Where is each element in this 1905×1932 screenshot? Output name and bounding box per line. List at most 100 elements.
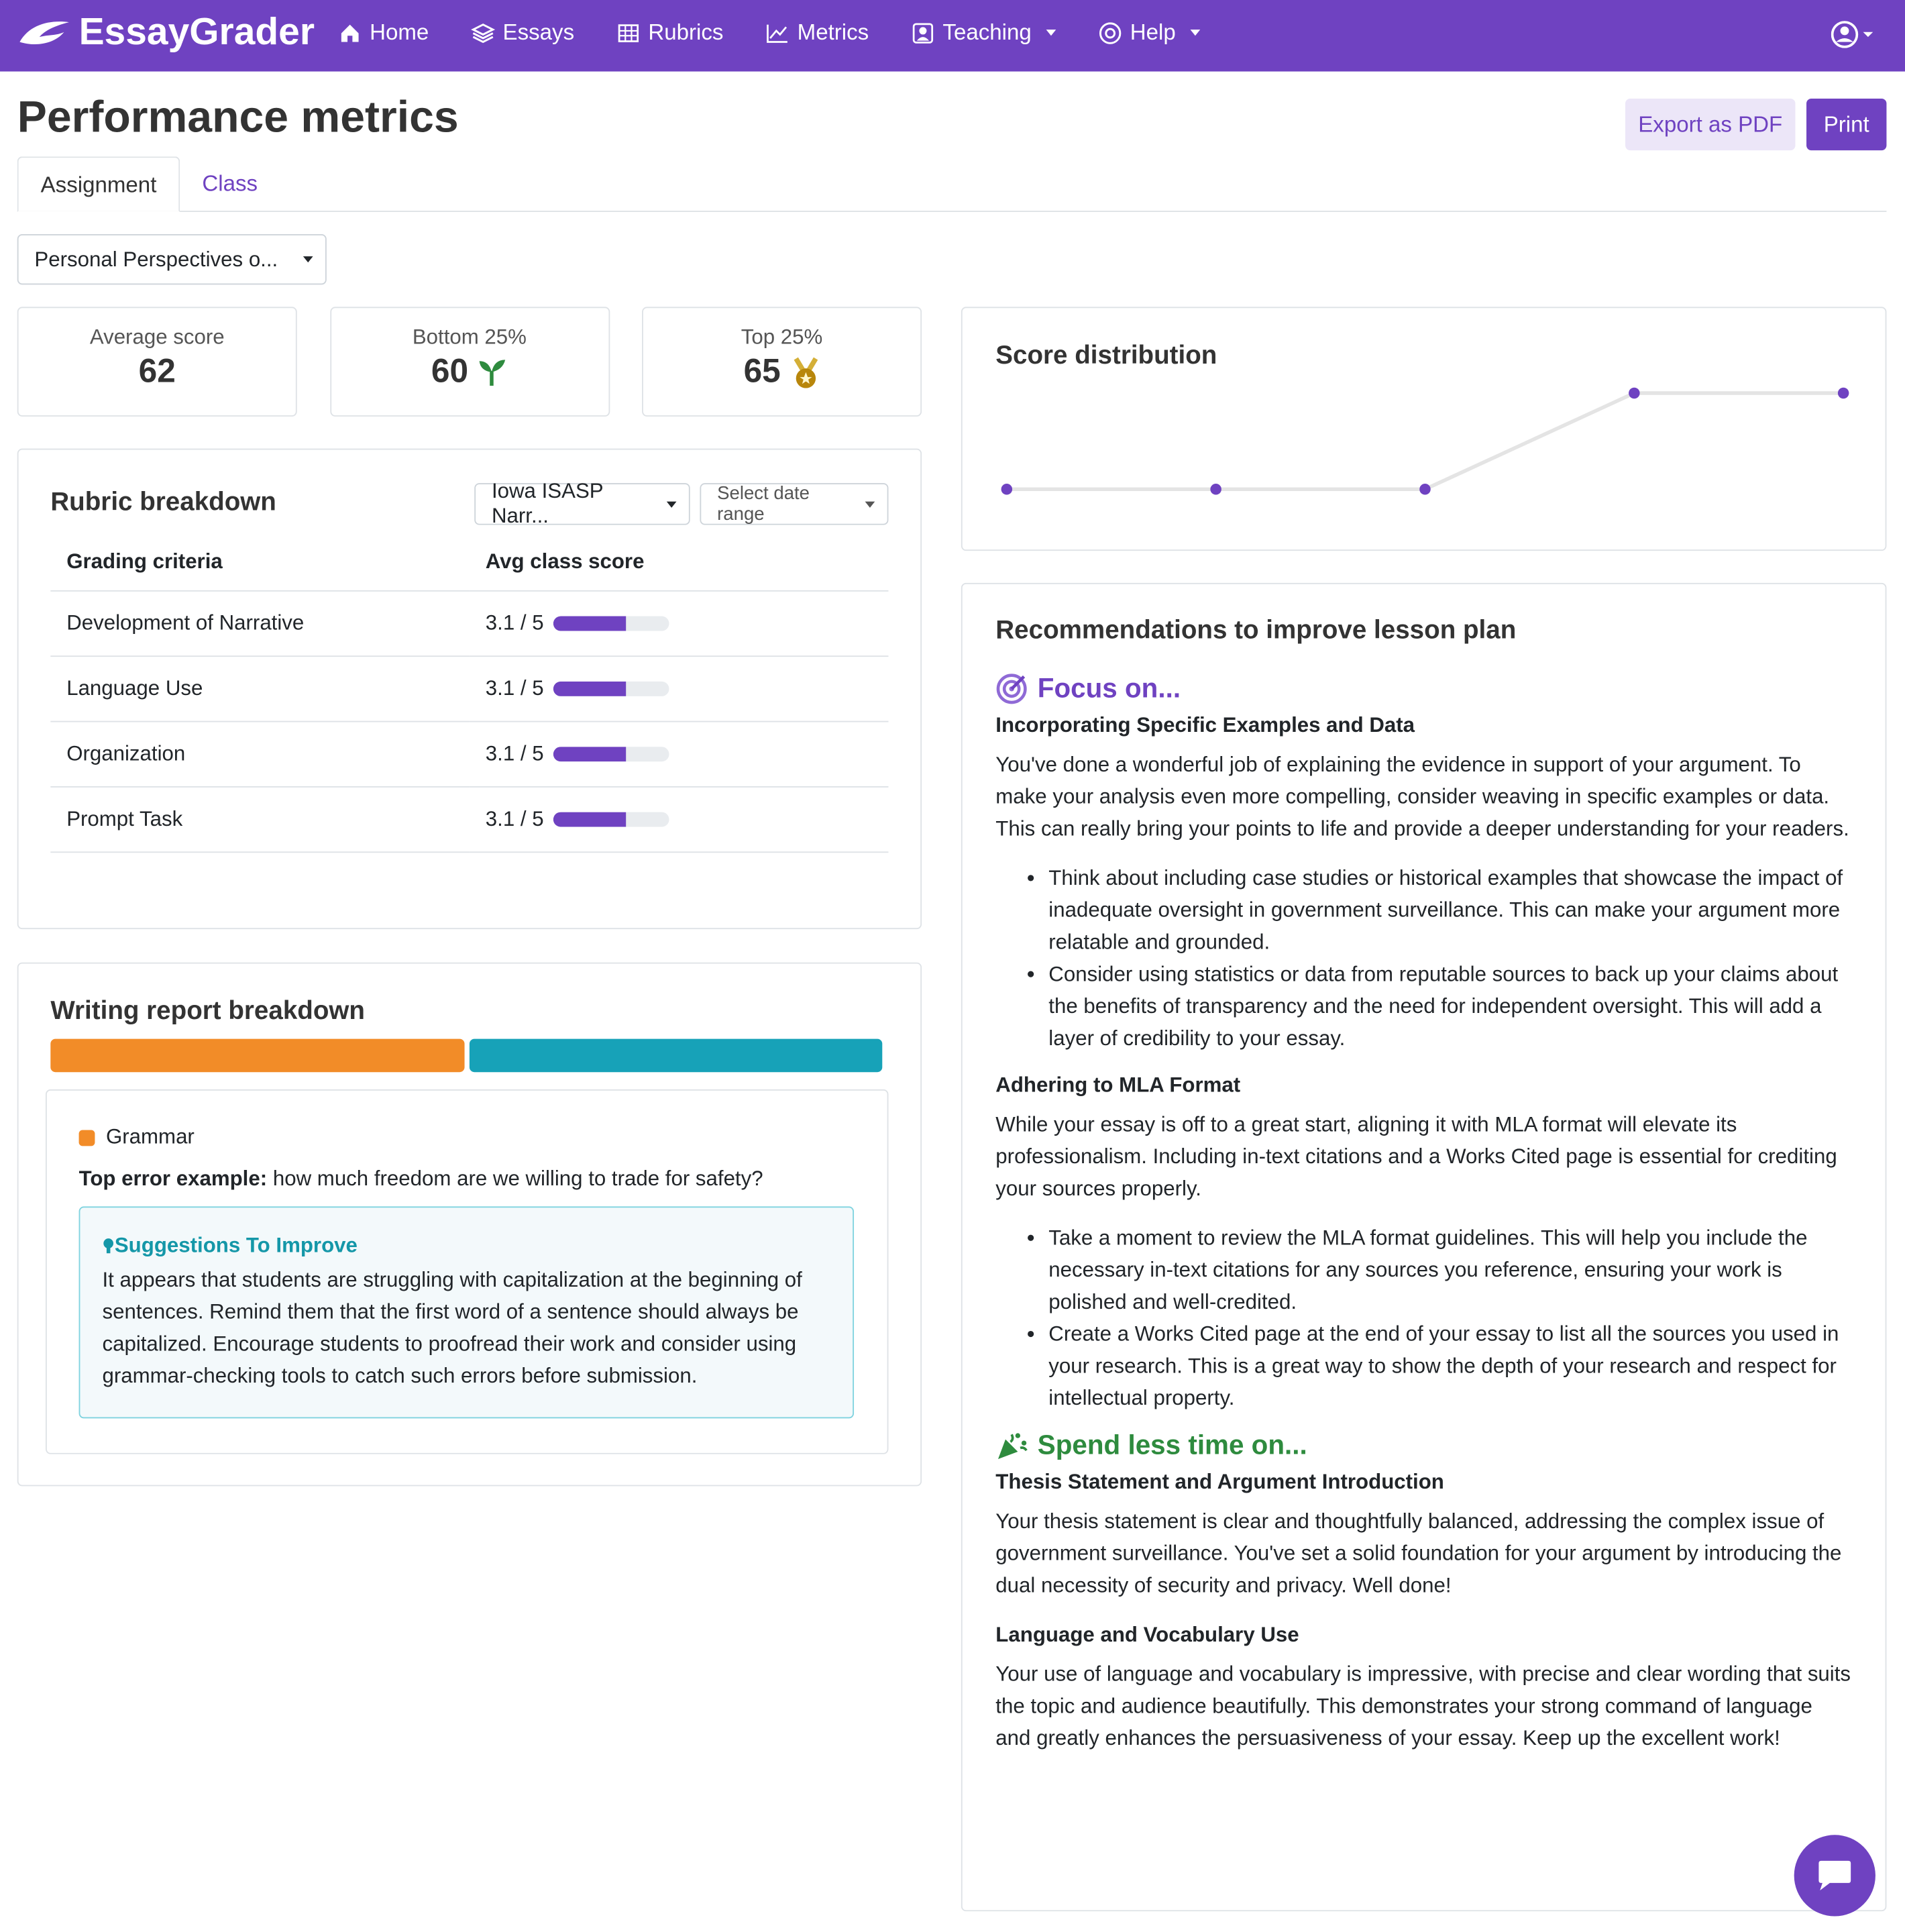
item-title: Adhering to MLA Format <box>995 1073 1241 1097</box>
stat-value: 62 <box>138 352 176 390</box>
nav-icon <box>912 22 934 43</box>
chart-title: Score distribution <box>995 341 1217 370</box>
nav-item[interactable]: Essays <box>471 19 574 46</box>
stat-label: Average score <box>89 325 225 349</box>
card-title: Recommendations to improve lesson plan <box>995 616 1517 645</box>
score-bar <box>553 747 626 762</box>
suggestion-text: It appears that students are struggling … <box>102 1268 802 1388</box>
brand[interactable]: EssayGrader <box>17 10 315 54</box>
caret <box>303 256 313 263</box>
nav-item[interactable]: Home <box>337 19 429 46</box>
stat-value-row: 65 <box>643 352 920 390</box>
suggestion-title-text: Suggestions To Improve <box>114 1233 358 1257</box>
nav-label: Metrics <box>797 19 869 45</box>
chat-button[interactable] <box>1794 1835 1875 1917</box>
nav-item[interactable]: Metrics <box>765 19 869 46</box>
section-heading: Focus on... <box>995 673 1852 705</box>
rubric-card: Rubric breakdown Iowa ISASP Narr... Sele… <box>17 448 922 930</box>
point <box>1210 484 1221 495</box>
writing-report-card: Writing report breakdown Grammar Top err… <box>17 962 922 1487</box>
column-header: Avg class score <box>485 549 645 573</box>
rubric-row: Development of Narrative 3.1 / 5 <box>50 590 889 656</box>
item-text: Your thesis statement is clear and thoug… <box>995 1509 1842 1597</box>
score-bar <box>553 812 626 827</box>
score-cell: 3.1 / 5 <box>469 720 889 787</box>
stat-icon <box>793 356 818 388</box>
score-cell: 3.1 / 5 <box>469 590 889 656</box>
rubric-select[interactable]: Iowa ISASP Narr... <box>474 480 690 527</box>
caret <box>666 500 677 507</box>
brand-logo <box>19 21 69 45</box>
score-label: 3.1 / 5 <box>485 806 544 830</box>
export-button[interactable]: Export as PDF <box>1625 98 1796 151</box>
nav-label: Rubrics <box>648 19 724 45</box>
criterion: Prompt Task <box>50 786 470 852</box>
nav-label: Home <box>370 19 429 45</box>
assignment-select[interactable]: Personal Perspectives o... <box>17 234 327 285</box>
report-segment[interactable] <box>468 1038 883 1073</box>
bulb-icon <box>103 1238 114 1254</box>
nav-label: Teaching <box>942 19 1032 45</box>
tabs: Assignment Class <box>17 156 1887 212</box>
score-bar <box>553 616 626 631</box>
bullet: Create a Works Cited page at the end of … <box>1048 1319 1852 1415</box>
score-track <box>553 616 669 631</box>
stat-icon <box>479 359 506 386</box>
report-panel: Grammar Top error example: how much free… <box>45 1089 889 1454</box>
select-text: Select date range <box>717 483 810 525</box>
nav-icon <box>1099 21 1122 44</box>
category-dot <box>78 1129 95 1146</box>
nav-icon <box>341 23 359 42</box>
score-track <box>553 681 669 696</box>
caret <box>1190 30 1201 36</box>
score-bar <box>553 681 626 696</box>
example-label: Top error example: <box>78 1167 268 1191</box>
nav-icon <box>767 23 787 42</box>
score-cell: 3.1 / 5 <box>469 786 889 852</box>
bullet: Consider using statistics or data from r… <box>1048 959 1852 1055</box>
recommendations-body: Focus on... Incorporating Specific Exampl… <box>995 673 1852 1755</box>
nav-item[interactable]: Teaching <box>911 19 1056 46</box>
nav-item[interactable]: Rubrics <box>616 19 724 46</box>
item-title: Incorporating Specific Examples and Data <box>995 713 1415 737</box>
bullet: Think about including case studies or hi… <box>1048 863 1852 959</box>
score-label: 3.1 / 5 <box>485 676 544 700</box>
card-title: Writing report breakdown <box>50 997 366 1026</box>
user-menu[interactable] <box>1831 19 1880 49</box>
item-bullets: Think about including case studies or hi… <box>995 863 1852 1055</box>
stat-label: Top 25% <box>741 325 823 349</box>
select-text: Personal Perspectives o... <box>34 247 278 271</box>
card-title: Rubric breakdown <box>50 488 276 517</box>
suggestion-title: Suggestions To Improve <box>102 1230 830 1262</box>
stat-label: Bottom 25% <box>412 325 527 349</box>
score-cell: 3.1 / 5 <box>469 655 889 721</box>
section-icon <box>996 674 1027 704</box>
stat-card: Average score 62 <box>17 307 297 417</box>
nav-icon <box>618 23 639 42</box>
report-segment[interactable] <box>50 1038 464 1073</box>
rubric-row: Prompt Task 3.1 / 5 <box>50 786 889 852</box>
rubric-table: Grading criteria Avg class score Develop… <box>50 533 889 853</box>
nav-item[interactable]: Help <box>1098 19 1201 46</box>
section-heading: Spend less time on... <box>995 1430 1852 1462</box>
rubric-row: Language Use 3.1 / 5 <box>50 655 889 721</box>
tab[interactable]: Class <box>202 171 258 197</box>
point <box>1419 484 1431 495</box>
print-button[interactable]: Print <box>1806 98 1887 151</box>
page-title: Performance metrics <box>17 91 459 142</box>
rubric-row: Organization 3.1 / 5 <box>50 720 889 787</box>
stat-value: 65 <box>743 352 781 390</box>
item-title: Language and Vocabulary Use <box>995 1623 1299 1647</box>
nav-icon <box>471 23 496 43</box>
date-select[interactable]: Select date range <box>700 483 889 525</box>
point <box>1837 387 1849 399</box>
column-header: Grading criteria <box>66 549 223 573</box>
item-text: While your essay is off to a great start… <box>995 1112 1837 1201</box>
brand-name: EssayGrader <box>78 9 315 53</box>
category-name: Grammar <box>105 1125 195 1149</box>
score-distribution-card: Score distribution <box>961 307 1887 551</box>
caret <box>1046 30 1056 36</box>
item-text: You've done a wonderful job of explainin… <box>995 753 1849 841</box>
tab[interactable]: Assignment <box>17 156 180 212</box>
